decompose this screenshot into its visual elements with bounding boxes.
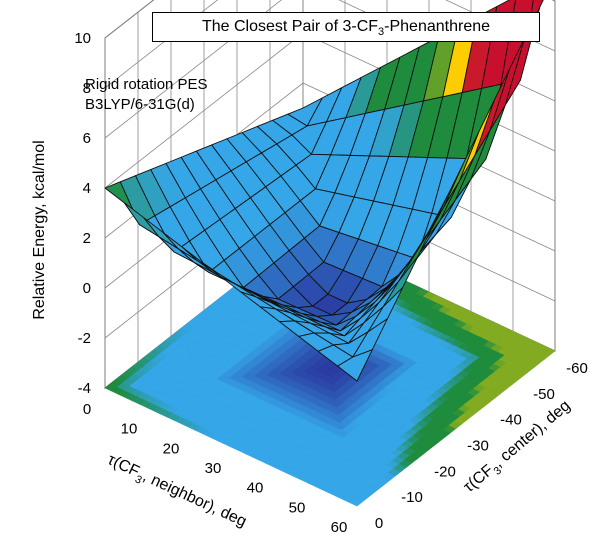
z-tick-label: -2 [78, 330, 91, 347]
z-axis-label: Relative Energy, kcal/mol [31, 140, 48, 319]
x-tick-label: 40 [247, 480, 264, 497]
z-tick-label: 10 [74, 30, 91, 47]
x-tick-label: 10 [121, 421, 138, 438]
y-tick-label: -50 [533, 386, 555, 403]
y-tick-label: -60 [566, 360, 588, 377]
y-tick-label: 0 [375, 515, 383, 532]
z-tick-label: -4 [78, 380, 91, 397]
y-tick-label: -20 [434, 463, 456, 480]
chart-title-suffix: -Phenanthrene [384, 18, 490, 35]
chart-title: The Closest Pair of 3-CF3-Phenanthrene [152, 12, 540, 42]
annotation-basis: B3LYP/6-31G(d) [85, 96, 195, 113]
z-tick-label: 0 [83, 280, 91, 297]
chart-title-prefix: The Closest Pair of 3-CF [202, 18, 378, 35]
x-tick-label: 20 [163, 440, 180, 457]
z-tick-label: 6 [83, 130, 91, 147]
x-tick-label: 50 [289, 499, 306, 516]
x-tick-label: 60 [331, 519, 348, 536]
x-tick-label: 30 [205, 460, 222, 477]
x-axis-label: τ(CF3, neighbor), deg [103, 451, 249, 534]
y-tick-label: -40 [500, 412, 522, 429]
annotation-method: Rigid rotation PES [85, 76, 208, 93]
y-tick-label: -30 [467, 438, 489, 455]
z-tick-label: 2 [83, 230, 91, 247]
z-tick-label: 4 [83, 180, 91, 197]
y-tick-label: -10 [401, 489, 423, 506]
x-tick-label: 0 [83, 401, 91, 418]
